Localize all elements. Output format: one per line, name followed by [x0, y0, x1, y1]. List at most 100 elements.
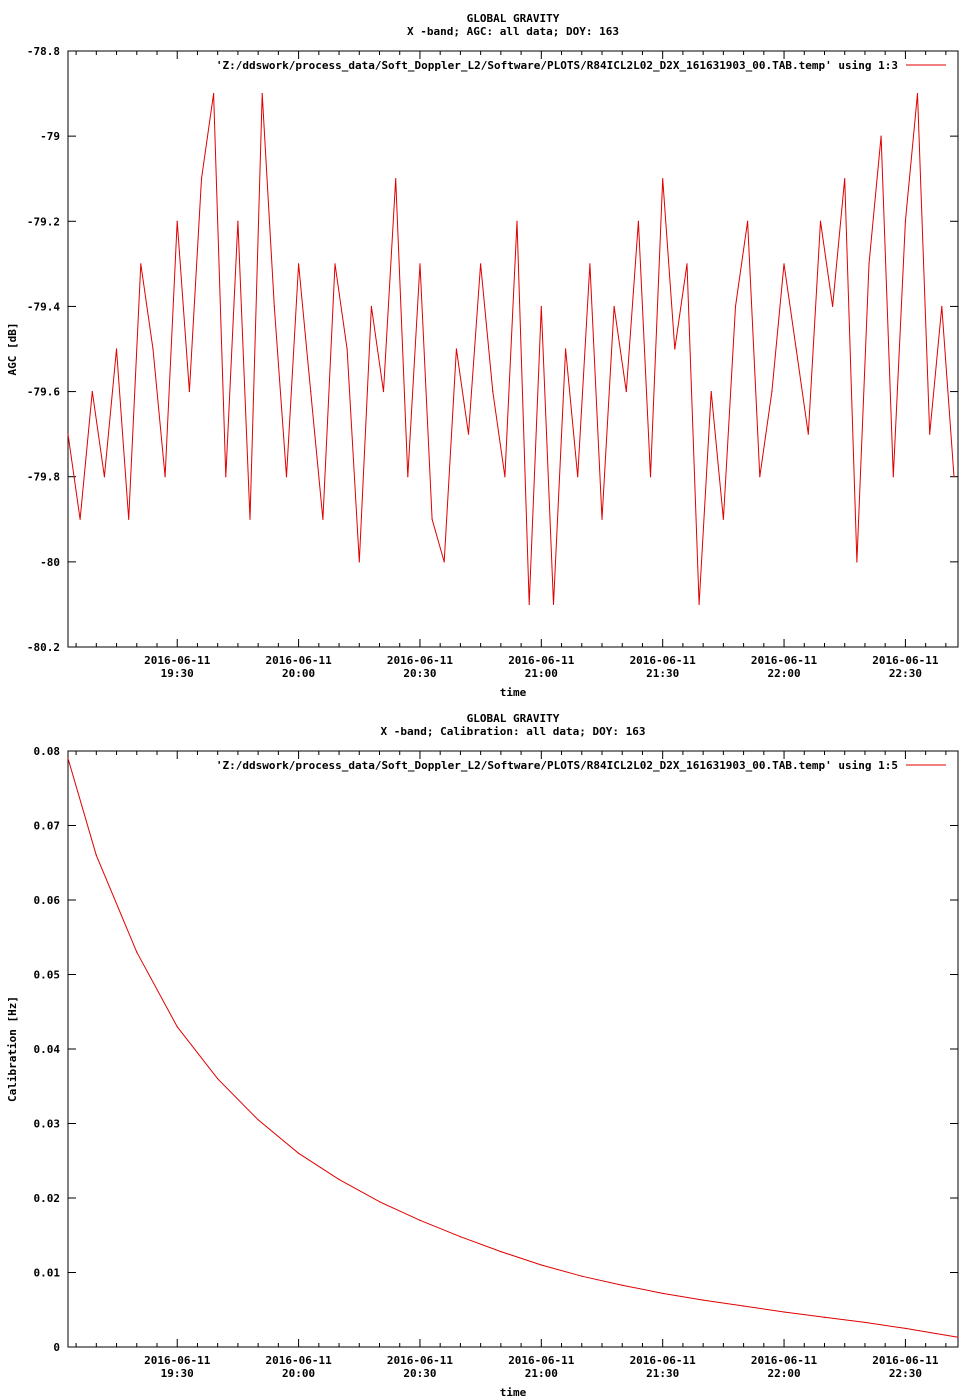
y-tick-label: -80.2	[27, 641, 60, 654]
y-tick-label: 0.06	[34, 894, 61, 907]
data-point	[759, 476, 761, 478]
data-point	[589, 263, 591, 265]
data-point	[297, 1152, 300, 1154]
data-point	[115, 348, 118, 350]
data-point	[176, 1026, 178, 1028]
x-tick-label-time: 22:00	[767, 1367, 800, 1380]
y-tick-label: -79.6	[27, 386, 60, 399]
x-axis-label: time	[500, 686, 527, 699]
data-point	[338, 1178, 340, 1180]
x-tick-label-date: 2016-06-11	[751, 654, 818, 667]
data-point	[747, 220, 749, 222]
data-point	[257, 1119, 259, 1121]
data-point	[904, 220, 907, 222]
y-tick-label: 0.07	[34, 820, 61, 833]
data-point	[795, 348, 797, 350]
data-point	[540, 305, 542, 308]
data-point	[261, 92, 263, 95]
data-point	[904, 1327, 907, 1329]
y-tick-label: 0.08	[34, 745, 61, 758]
x-tick-label-time: 22:30	[889, 1367, 922, 1380]
y-tick-label: 0.03	[34, 1118, 61, 1131]
data-point	[370, 305, 373, 308]
series-line	[67, 93, 955, 605]
y-tick-label: -79.2	[27, 215, 60, 228]
x-tick-label-time: 22:30	[889, 667, 922, 680]
data-point	[249, 518, 251, 520]
data-point	[334, 263, 336, 265]
data-point	[831, 305, 834, 308]
data-point	[407, 476, 409, 478]
data-point	[310, 390, 312, 393]
data-point	[455, 348, 457, 350]
x-tick-label-time: 20:00	[282, 667, 315, 680]
y-tick-label: -79.8	[27, 471, 60, 484]
y-tick-label: 0.04	[34, 1043, 61, 1056]
data-point	[819, 220, 822, 222]
data-point	[783, 263, 785, 265]
x-tick-label-date: 2016-06-11	[872, 654, 939, 667]
x-tick-label-time: 20:30	[403, 1367, 436, 1380]
data-point	[637, 220, 640, 222]
data-point	[382, 390, 385, 393]
data-point	[844, 178, 846, 180]
data-point	[322, 518, 324, 520]
data-point	[67, 757, 69, 760]
chart-title: GLOBAL GRAVITY	[467, 712, 560, 725]
data-point	[856, 561, 858, 563]
data-point	[79, 518, 81, 520]
x-tick-label-date: 2016-06-11	[144, 654, 211, 667]
data-point	[649, 476, 652, 478]
x-tick-label-date: 2016-06-11	[630, 1354, 697, 1367]
data-point	[783, 1311, 785, 1313]
plot-frame	[67, 50, 959, 648]
y-tick-label: -79.4	[27, 300, 60, 313]
data-point	[273, 305, 275, 308]
x-axis-label: time	[500, 1386, 527, 1399]
data-point	[67, 433, 69, 435]
data-point	[528, 603, 530, 606]
data-point	[552, 603, 555, 606]
data-point	[621, 1284, 623, 1286]
chart-title: GLOBAL GRAVITY	[467, 12, 560, 25]
data-point	[419, 1219, 421, 1221]
data-point	[431, 518, 433, 520]
data-point	[953, 476, 955, 478]
data-point	[916, 92, 919, 95]
data-point	[103, 476, 106, 478]
series-line	[67, 758, 959, 1338]
data-point	[710, 390, 712, 393]
plot-frame	[67, 750, 959, 1348]
data-point	[686, 263, 688, 265]
y-tick-label: 0.02	[34, 1192, 61, 1205]
data-point	[613, 305, 615, 308]
data-point	[742, 1305, 745, 1307]
data-point	[213, 92, 215, 95]
data-point	[136, 951, 138, 953]
legend-label: 'Z:/ddswork/process_data/Soft_Doppler_L2…	[216, 759, 898, 772]
data-point	[702, 1299, 704, 1301]
chart-subtitle: X -band; AGC: all data; DOY: 163	[407, 25, 619, 38]
x-tick-label-time: 21:30	[646, 667, 679, 680]
data-point	[823, 1316, 826, 1318]
data-point	[188, 390, 190, 393]
x-tick-label-time: 19:30	[161, 1367, 194, 1380]
data-point	[467, 433, 470, 435]
y-axis-label: AGC [dB]	[6, 323, 19, 376]
data-point	[516, 220, 518, 222]
y-tick-label: -80	[40, 556, 60, 569]
data-point	[540, 1264, 542, 1266]
data-point	[217, 1078, 219, 1080]
data-point	[500, 1251, 502, 1253]
data-point	[225, 476, 227, 478]
legend-label: 'Z:/ddswork/process_data/Soft_Doppler_L2…	[216, 59, 898, 72]
data-point	[128, 518, 130, 520]
x-tick-label-date: 2016-06-11	[872, 1354, 939, 1367]
data-point	[492, 390, 494, 393]
data-point	[581, 1275, 583, 1277]
x-tick-label-date: 2016-06-11	[265, 1354, 332, 1367]
data-point	[459, 1236, 462, 1238]
data-point	[419, 263, 421, 265]
